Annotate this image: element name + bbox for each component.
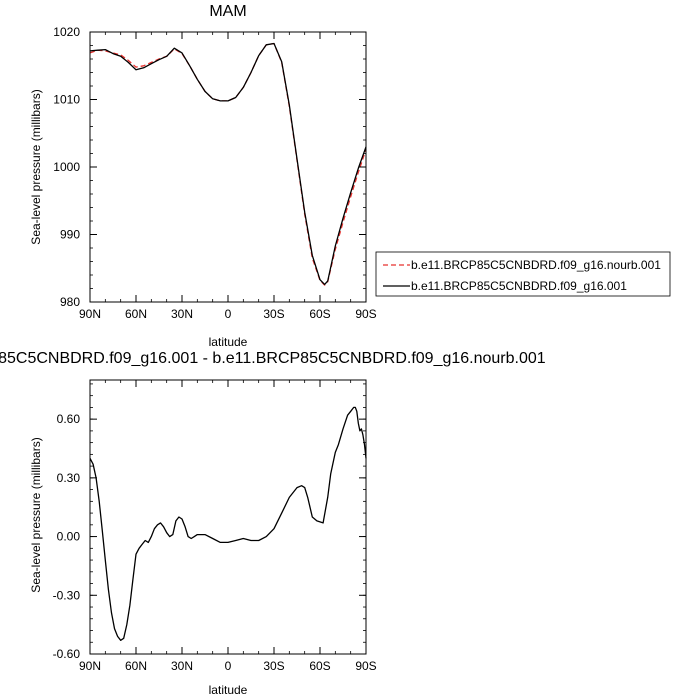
chart2-y-tick-label: -0.60 bbox=[53, 647, 81, 661]
chart2-ylabel: Sea-level pressure (millibars) bbox=[29, 437, 43, 592]
chart2-x-tick-label: 90N bbox=[79, 659, 101, 673]
chart2-x-tick-label: 60S bbox=[309, 659, 330, 673]
chart1-y-tick-label: 980 bbox=[60, 295, 80, 309]
chart2-y-tick-label: 0.60 bbox=[57, 412, 81, 426]
chart1-y-tick-label: 990 bbox=[60, 228, 80, 242]
chart2-x-tick-label: 90S bbox=[355, 659, 376, 673]
chart1-legend: b.e11.BRCP85C5CNBDRD.f09_g16.nourb.001 b… bbox=[375, 251, 671, 297]
chart1-xlabel: latitude bbox=[209, 335, 248, 349]
chart2-y-tick-label: -0.30 bbox=[53, 588, 81, 602]
chart2-series-line-0 bbox=[89, 406, 367, 641]
chart2-y-tick-label: 0.30 bbox=[57, 471, 81, 485]
chart1-y-tick-label: 1020 bbox=[53, 25, 80, 39]
legend-label-control: b.e11.BRCP85C5CNBDRD.f09_g16.001 bbox=[411, 279, 627, 293]
chart2-title: b.e11.BRCP85C5CNBDRD.f09_g16.001 - b.e11… bbox=[0, 350, 546, 367]
chart2-x-tick-label: 60N bbox=[125, 659, 147, 673]
chart1-series-line-1 bbox=[89, 42, 367, 286]
chart2-y-tick-label: 0.00 bbox=[57, 530, 81, 544]
chart1-x-tick-label: 60N bbox=[125, 307, 147, 321]
chart1-y-tick-label: 1010 bbox=[53, 93, 80, 107]
chart1-series-line-0 bbox=[89, 42, 367, 286]
chart1-ylabel: Sea-level pressure (millibars) bbox=[29, 89, 43, 244]
chart1-title: MAM bbox=[209, 3, 246, 20]
chart1-x-tick-label: 0 bbox=[225, 307, 232, 321]
chart1-x-tick-label: 90N bbox=[79, 307, 101, 321]
chart2-x-tick-label: 0 bbox=[225, 659, 232, 673]
legend-box bbox=[375, 251, 671, 297]
chart1-plot-frame bbox=[89, 31, 367, 303]
chart1-x-tick-label: 90S bbox=[355, 307, 376, 321]
chart1-x-tick-label: 30N bbox=[171, 307, 193, 321]
chart1-x-tick-label: 30S bbox=[263, 307, 284, 321]
chart2-x-tick-label: 30S bbox=[263, 659, 284, 673]
legend-label-nourb: b.e11.BRCP85C5CNBDRD.f09_g16.nourb.001 bbox=[411, 258, 661, 272]
chart1-x-tick-label: 60S bbox=[309, 307, 330, 321]
chart2-xlabel: latitude bbox=[209, 683, 248, 697]
chart2-x-tick-label: 30N bbox=[171, 659, 193, 673]
chart1-y-tick-label: 1000 bbox=[53, 160, 80, 174]
